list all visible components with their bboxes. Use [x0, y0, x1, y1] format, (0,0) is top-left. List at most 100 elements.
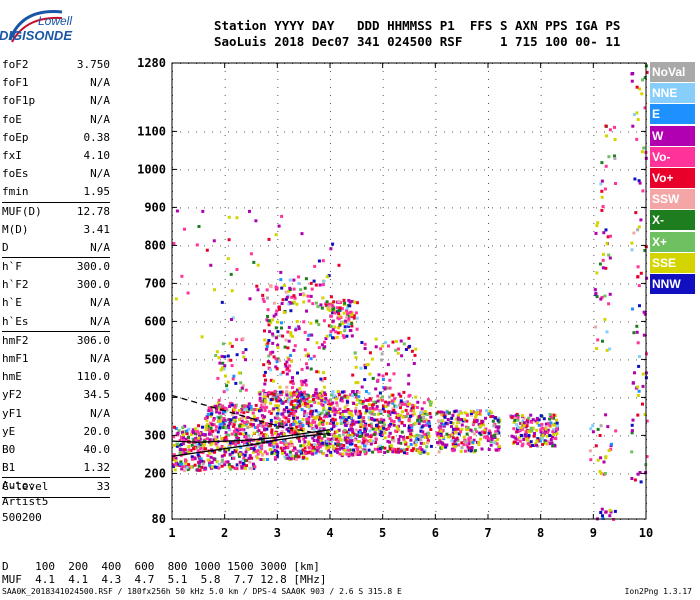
echo-point: [362, 416, 366, 420]
echo-point: [227, 463, 231, 466]
echo-point: [265, 458, 269, 461]
grid-dot: [224, 87, 226, 88]
grid-dot: [364, 131, 365, 133]
echo-point: [230, 364, 234, 368]
echo-point: [303, 440, 307, 444]
echo-point: [183, 452, 187, 456]
grid-dot: [572, 131, 573, 133]
echo-point: [242, 404, 246, 408]
echo-point: [218, 407, 222, 411]
echo-point: [544, 422, 548, 426]
echo-point: [247, 436, 250, 440]
echo-point: [264, 378, 267, 382]
echo-point: [234, 450, 238, 454]
echo-point: [552, 423, 556, 427]
grid-dot: [224, 95, 226, 96]
echo-point: [601, 266, 605, 270]
echo-point: [301, 448, 305, 452]
echo-point: [391, 410, 395, 414]
grid-dot: [224, 287, 226, 288]
echo-point: [391, 401, 395, 405]
echo-point: [245, 420, 249, 424]
echo-point: [260, 453, 264, 457]
echo-point: [364, 411, 368, 415]
echo-point: [409, 438, 413, 442]
echo-point: [209, 455, 213, 459]
echo-point: [288, 408, 292, 412]
echo-point: [263, 370, 267, 374]
echo-point: [550, 441, 554, 445]
echo-point: [397, 418, 401, 422]
grid-dot: [540, 231, 542, 232]
echo-point: [333, 413, 337, 417]
echo-point: [298, 420, 301, 424]
echo-point: [442, 411, 446, 415]
echo-point: [287, 398, 291, 402]
echo-point: [172, 242, 176, 245]
version-info: Ion2Png 1.3.17: [624, 587, 692, 596]
echo-point: [480, 447, 484, 451]
echo-point: [226, 460, 230, 464]
echo-point: [198, 457, 202, 461]
echo-point: [249, 404, 253, 408]
grid-dot: [593, 495, 595, 496]
echo-point: [356, 451, 360, 455]
echo-point: [244, 459, 247, 463]
echo-point: [526, 418, 530, 422]
echo-point: [224, 431, 228, 435]
echo-point: [632, 113, 636, 116]
grid-dot: [476, 169, 477, 171]
echo-point: [375, 407, 379, 411]
echo-point: [249, 422, 253, 426]
echo-point: [272, 355, 276, 359]
echo-point: [337, 443, 341, 447]
echo-point: [419, 438, 423, 442]
echo-point: [396, 413, 400, 417]
echo-point: [443, 443, 447, 447]
echo-point: [392, 439, 396, 443]
echo-point: [254, 418, 258, 422]
echo-point: [492, 424, 496, 428]
param-divider: [2, 201, 110, 203]
echo-point: [405, 415, 409, 418]
grid-dot: [428, 473, 429, 475]
grid-dot: [508, 359, 509, 361]
echo-point: [197, 464, 201, 468]
grid-dot: [330, 255, 331, 256]
grid-dot: [540, 359, 542, 360]
echo-point: [261, 293, 265, 297]
grid-dot: [330, 127, 331, 128]
echo-point: [280, 302, 284, 305]
echo-point: [218, 411, 222, 415]
echo-point: [370, 412, 374, 416]
grid-dot: [488, 135, 489, 136]
grid-dot: [277, 103, 279, 104]
echo-point: [407, 418, 411, 422]
echo-point: [367, 416, 371, 420]
echo-point: [310, 443, 314, 447]
grid-dot: [548, 131, 549, 133]
grid-dot: [460, 169, 461, 171]
echo-point: [339, 418, 343, 422]
param-name: foEp: [2, 130, 29, 144]
echo-point: [303, 390, 306, 394]
echo-point: [541, 443, 545, 446]
echo-point: [247, 456, 251, 460]
echo-point: [343, 423, 347, 427]
echo-point: [598, 434, 602, 437]
grid-dot: [500, 397, 501, 399]
grid-dot: [435, 335, 437, 336]
echo-point: [386, 439, 390, 443]
param-name: h`F: [2, 260, 22, 274]
echo-point: [295, 436, 299, 440]
echo-point: [296, 421, 299, 425]
echo-point: [244, 431, 248, 435]
grid-dot: [212, 359, 213, 361]
echo-point: [351, 419, 355, 423]
echo-point: [181, 433, 185, 437]
echo-point: [379, 447, 383, 450]
grid-dot: [252, 245, 253, 247]
echo-point: [266, 315, 270, 318]
grid-dot: [593, 407, 595, 408]
echo-point: [345, 334, 349, 338]
